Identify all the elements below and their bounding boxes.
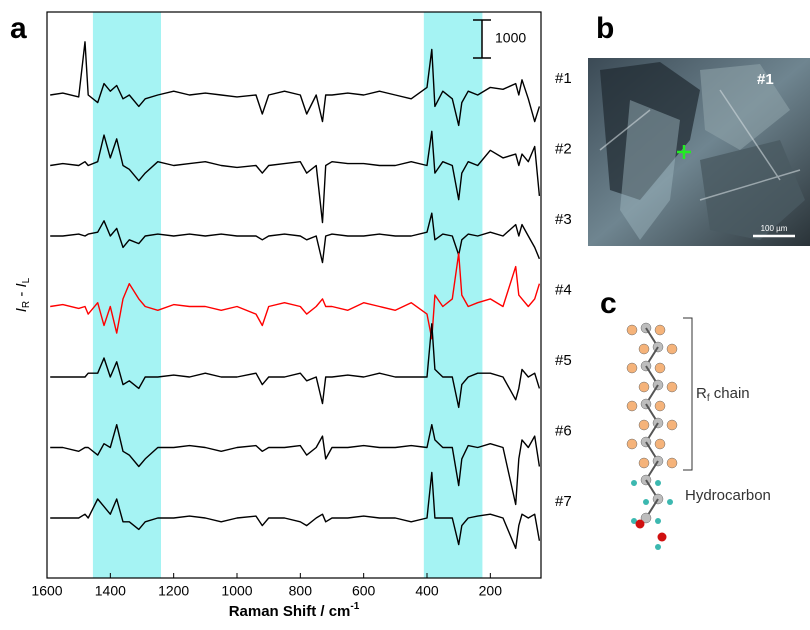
carbon-atom xyxy=(640,512,652,524)
spectrum-line xyxy=(50,41,541,127)
panel-label: b xyxy=(596,12,614,45)
fluorine-atom xyxy=(666,343,678,355)
fluorine-atom xyxy=(638,457,650,469)
y-label-part: - xyxy=(13,287,30,300)
spectrum-line xyxy=(50,212,541,264)
spectrum-line xyxy=(50,424,541,506)
x-tick-label: 800 xyxy=(289,583,313,599)
chain-label: Rf chain xyxy=(696,385,750,404)
series-label: #5 xyxy=(555,352,572,369)
hydrogen-atom xyxy=(667,499,673,505)
tail-label: Hydrocarbon xyxy=(685,487,771,504)
hydrogen-atom xyxy=(655,518,661,524)
x-label-part: -1 xyxy=(350,601,359,612)
fluorine-atom xyxy=(666,381,678,393)
spectrum-line xyxy=(50,130,541,224)
y-label-part: L xyxy=(21,277,32,283)
y-label-part: I xyxy=(13,308,30,312)
plot-frame xyxy=(46,11,542,579)
hydrogen-atom xyxy=(643,499,649,505)
series-label: #7 xyxy=(555,493,572,510)
fluorine-atom xyxy=(654,400,666,412)
x-tick-label: 400 xyxy=(415,583,439,599)
x-label-part: Raman Shift / cm xyxy=(229,603,351,620)
fluorine-atom xyxy=(626,400,638,412)
fluorine-atom xyxy=(666,457,678,469)
chain-label-main: R xyxy=(696,385,707,402)
chain-label-sub: f xyxy=(707,393,710,404)
molecule xyxy=(626,317,693,550)
series-label: #3 xyxy=(555,211,572,228)
panel-label: c xyxy=(600,287,617,320)
hydrogen-atom xyxy=(631,480,637,486)
highlight-band xyxy=(92,12,161,578)
image-label: #1 xyxy=(757,71,774,88)
chain-label-rest: chain xyxy=(710,385,750,402)
series-label: #1 xyxy=(555,70,572,87)
hydrogen-atom xyxy=(631,518,637,524)
fluorine-atom xyxy=(654,324,666,336)
x-tick-label: 200 xyxy=(479,583,503,599)
fluorine-atom xyxy=(666,419,678,431)
panel-label: a xyxy=(10,12,27,45)
y-label-part: R xyxy=(21,301,32,308)
fluorine-atom xyxy=(638,343,650,355)
series-label: #2 xyxy=(555,140,572,157)
x-tick-label: 1400 xyxy=(95,583,126,599)
fluorine-atom xyxy=(638,381,650,393)
x-axis-label: Raman Shift / cm-1 xyxy=(229,601,360,620)
spectrum-line xyxy=(50,471,541,550)
y-axis-label: IR - IL xyxy=(13,277,32,312)
spectrum-line xyxy=(50,252,541,340)
series-label: #4 xyxy=(555,281,572,298)
x-tick-label: 1000 xyxy=(221,583,252,599)
oxygen-atom xyxy=(657,532,667,542)
hydrogen-atom xyxy=(655,544,661,550)
y-label-part: I xyxy=(13,283,30,287)
fluorine-atom xyxy=(654,438,666,450)
x-tick-label: 600 xyxy=(352,583,376,599)
fluorine-atom xyxy=(626,438,638,450)
spectrum-line xyxy=(50,323,541,409)
scale-bar-label: 1000 xyxy=(495,30,526,46)
fluorine-atom xyxy=(638,419,650,431)
x-tick-label: 1600 xyxy=(31,583,62,599)
scale-bar xyxy=(473,19,491,59)
series-label: #6 xyxy=(555,422,572,439)
fluorine-atom xyxy=(654,362,666,374)
fluorine-atom xyxy=(626,362,638,374)
hydrogen-atom xyxy=(655,480,661,486)
oxygen-atom xyxy=(635,519,645,529)
fluorine-atom xyxy=(626,324,638,336)
x-tick-label: 1200 xyxy=(158,583,189,599)
image-scale-label: 100 µm xyxy=(761,224,788,233)
micrograph xyxy=(588,58,810,246)
